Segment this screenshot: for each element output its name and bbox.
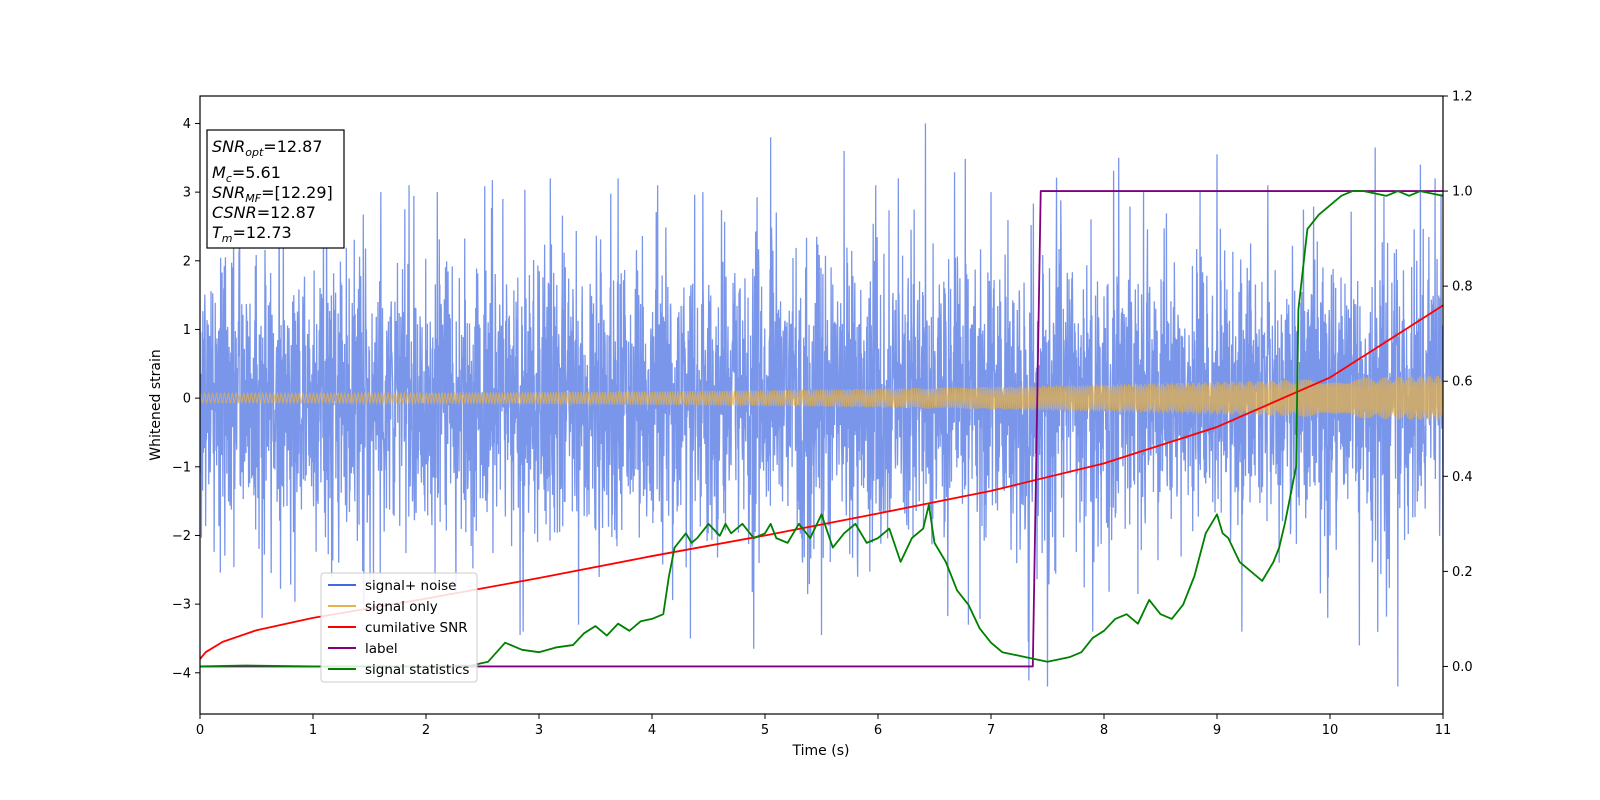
y-tick-label: −1	[172, 460, 191, 475]
x-tick-label: 10	[1322, 723, 1339, 738]
legend-frame	[320, 572, 478, 683]
annotation-frame	[206, 129, 345, 249]
x-tick-label: 6	[874, 723, 882, 738]
x-tick-label: 7	[987, 723, 995, 738]
plot-frame	[199, 95, 1444, 715]
annotation-mc: Mc=5.61	[212, 163, 281, 185]
annotation-box: SNRopt=12.87 Mc=5.61 SNRMF=[12.29] CSNR=…	[206, 129, 345, 249]
x-tick-label: 5	[761, 723, 769, 738]
legend-label-cumulative-snr: cumilative SNR	[365, 620, 468, 636]
y-right-tick-label: 0.8	[1452, 280, 1473, 295]
legend-label-signal-statistics: signal statistics	[365, 662, 469, 678]
y-tick-label: 2	[183, 254, 191, 269]
plot-area	[200, 123, 1443, 687]
series-line-signal-statistics	[200, 190, 1443, 668]
y-tick-label: 4	[183, 117, 191, 132]
annotation-tm: Tm=12.73	[212, 223, 292, 245]
x-axis-label: Time (s)	[792, 743, 850, 759]
x-axis-ticks: 0 1 2 3 4 5 6 7 8 9 10 11	[196, 714, 1451, 738]
annotation-snr-opt: SNRopt=12.87	[212, 137, 323, 159]
annotation-csnr: CSNR=12.87	[212, 203, 316, 222]
legend-label-label: label	[365, 641, 398, 657]
y-right-tick-label: 1.0	[1452, 185, 1473, 200]
legend-label-signal-only: signal only	[365, 599, 438, 615]
x-tick-label: 2	[422, 723, 430, 738]
annotation-snr-mf: SNRMF=[12.29]	[212, 183, 333, 205]
series-line-signal-only	[200, 375, 1443, 421]
series-line-label	[200, 190, 1443, 668]
x-tick-label: 1	[309, 723, 317, 738]
x-tick-label: 9	[1213, 723, 1221, 738]
y-right-tick-label: 0.2	[1452, 565, 1473, 580]
y-axis-left-ticks: −4 −3 −2 −1 0 1 2 3 4	[172, 117, 200, 681]
legend: signal+ noise signal only cumilative SNR…	[320, 572, 478, 683]
y-right-tick-label: 1.2	[1452, 90, 1473, 105]
y-right-tick-label: 0.0	[1452, 660, 1473, 675]
x-tick-label: 11	[1435, 723, 1452, 738]
y-tick-label: −4	[172, 666, 191, 681]
y-tick-label: −3	[172, 598, 191, 613]
y-right-tick-label: 0.6	[1452, 375, 1473, 390]
y-right-tick-label: 0.4	[1452, 470, 1473, 485]
y-axis-right-ticks: 0.0 0.2 0.4 0.6 0.8 1.0 1.2	[1443, 90, 1473, 675]
x-tick-label: 4	[648, 723, 656, 738]
x-tick-label: 0	[196, 723, 204, 738]
x-tick-label: 8	[1100, 723, 1108, 738]
y-tick-label: 0	[183, 392, 191, 407]
series-line-cumulative-snr	[200, 304, 1443, 660]
legend-label-signal-noise: signal+ noise	[365, 578, 456, 594]
y-tick-label: 1	[183, 323, 191, 338]
y-axis-label: Whitened strain	[148, 349, 164, 460]
y-tick-label: −2	[172, 529, 191, 544]
x-tick-label: 3	[535, 723, 543, 738]
y-tick-label: 3	[183, 186, 191, 201]
